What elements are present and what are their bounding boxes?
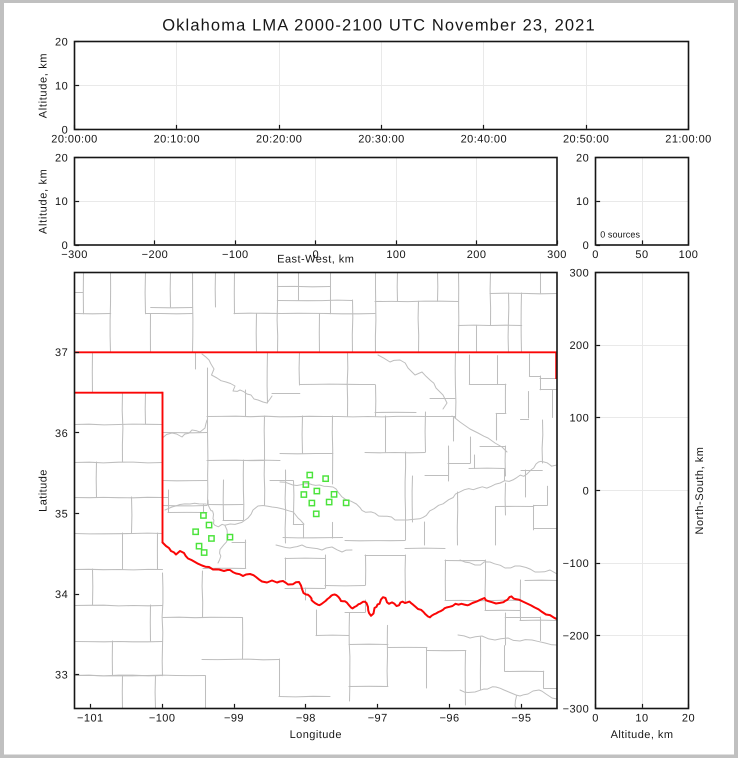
svg-text:100: 100 [569,413,589,425]
svg-text:East-West, km: East-West, km [277,254,354,266]
svg-text:10: 10 [576,196,589,208]
svg-text:20:00:00: 20:00:00 [51,133,97,145]
svg-text:10: 10 [55,196,68,208]
svg-text:0: 0 [583,485,590,497]
svg-text:0: 0 [62,124,69,136]
svg-text:−300: −300 [563,703,590,715]
svg-text:0: 0 [62,240,69,252]
svg-text:20: 20 [55,36,68,48]
svg-text:−101: −101 [77,712,104,724]
svg-text:21:00:00: 21:00:00 [665,133,711,145]
svg-text:50: 50 [635,249,648,261]
svg-text:0: 0 [312,249,319,261]
svg-text:0: 0 [583,240,590,252]
svg-text:20:20:00: 20:20:00 [256,133,302,145]
svg-text:Longitude: Longitude [290,729,342,741]
svg-text:20:30:00: 20:30:00 [358,133,404,145]
svg-text:−300: −300 [61,249,88,261]
svg-text:33: 33 [55,669,68,681]
svg-text:Altitude, km: Altitude, km [38,168,50,234]
svg-text:−98: −98 [296,712,316,724]
svg-text:−100: −100 [563,558,590,570]
svg-text:34: 34 [55,589,68,601]
svg-text:100: 100 [679,249,699,261]
svg-text:−100: −100 [222,249,249,261]
svg-text:−95: −95 [511,712,531,724]
svg-text:−99: −99 [224,712,244,724]
svg-text:−100: −100 [149,712,176,724]
svg-text:35: 35 [55,508,68,520]
svg-text:20: 20 [55,152,68,164]
svg-text:36: 36 [55,428,68,440]
svg-text:300: 300 [569,267,589,279]
svg-text:37: 37 [55,347,68,359]
svg-text:20: 20 [576,152,589,164]
svg-text:20: 20 [682,712,695,724]
svg-text:20:40:00: 20:40:00 [461,133,507,145]
svg-text:Latitude: Latitude [38,469,50,512]
svg-text:200: 200 [467,249,487,261]
svg-text:300: 300 [547,249,567,261]
svg-text:10: 10 [55,80,68,92]
svg-text:20:50:00: 20:50:00 [563,133,609,145]
svg-text:Altitude, km: Altitude, km [38,53,50,119]
svg-text:North-South, km: North-South, km [694,447,706,535]
svg-text:−97: −97 [368,712,388,724]
svg-text:−96: −96 [440,712,460,724]
svg-text:−200: −200 [142,249,169,261]
svg-text:100: 100 [386,249,406,261]
svg-text:10: 10 [635,712,648,724]
svg-text:Altitude, km: Altitude, km [611,729,674,741]
svg-text:0: 0 [592,712,599,724]
svg-text:200: 200 [569,340,589,352]
svg-text:0 sources: 0 sources [600,229,640,239]
svg-text:Oklahoma LMA 2000-2100 UTC Nov: Oklahoma LMA 2000-2100 UTC November 23, … [162,17,596,35]
svg-text:−200: −200 [563,631,590,643]
svg-text:0: 0 [592,249,599,261]
svg-text:20:10:00: 20:10:00 [154,133,200,145]
